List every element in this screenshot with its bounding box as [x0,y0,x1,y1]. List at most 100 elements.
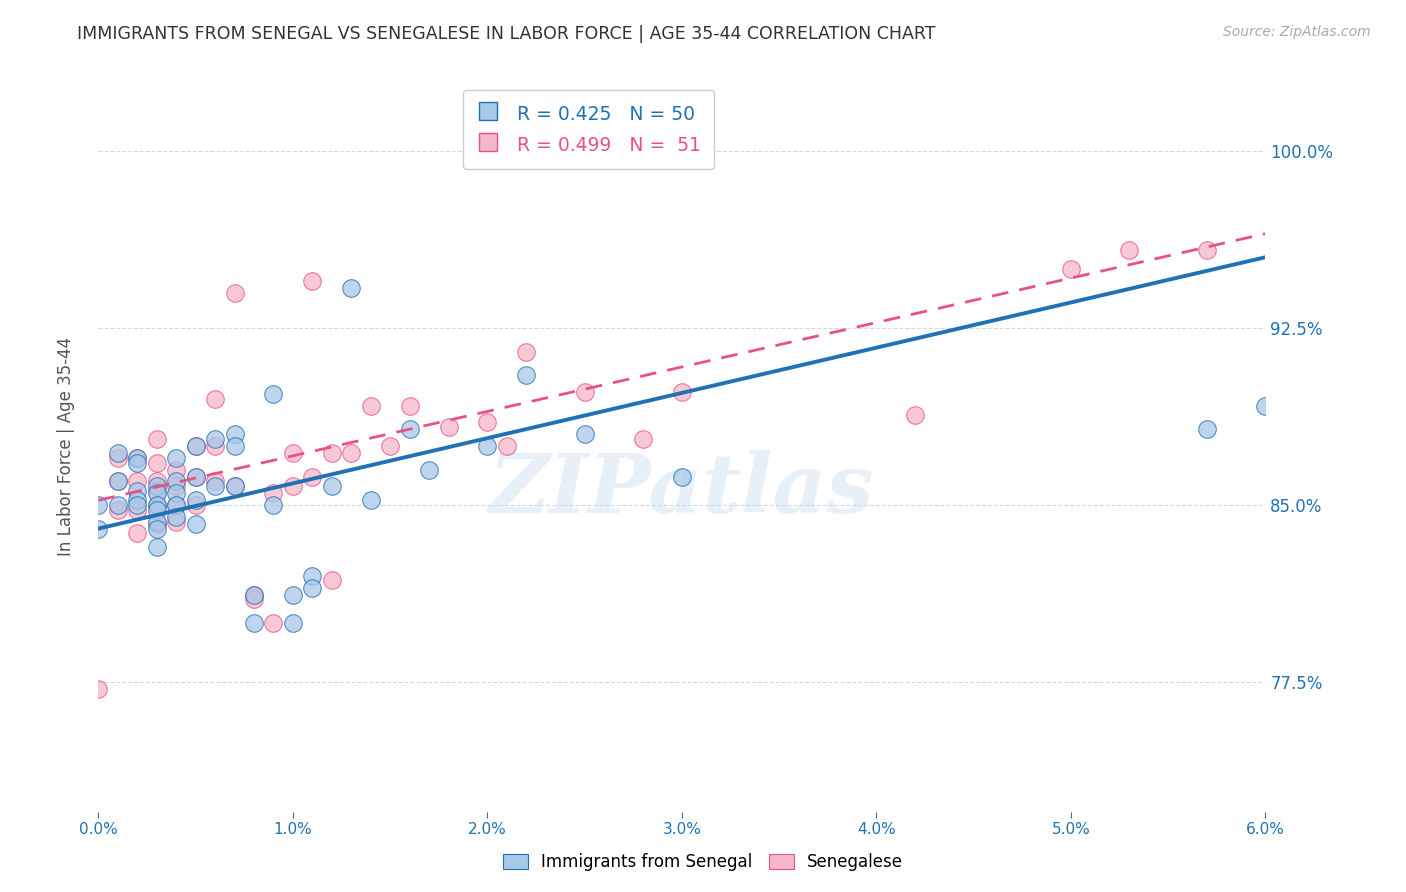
Point [146,486,169,500]
Point [165,498,187,512]
Point [184,493,207,508]
Point [184,439,207,453]
Point [340,446,363,460]
Point [477,439,499,453]
Point [204,432,226,446]
Point [574,384,596,399]
Point [87,681,110,696]
Point [107,450,129,465]
Point [184,469,207,483]
Point [127,475,149,489]
Text: IMMIGRANTS FROM SENEGAL VS SENEGALESE IN LABOR FORCE | AGE 35-44 CORRELATION CHA: IMMIGRANTS FROM SENEGAL VS SENEGALESE IN… [77,25,936,43]
Point [224,479,246,493]
Point [1254,399,1277,413]
Point [340,281,363,295]
Point [165,515,187,529]
Point [146,516,169,531]
Point [165,486,187,500]
Point [146,475,169,489]
Point [127,483,149,498]
Y-axis label: In Labor Force | Age 35-44: In Labor Force | Age 35-44 [56,336,75,556]
Point [127,450,149,465]
Point [281,615,304,630]
Point [165,462,187,476]
Point [1197,422,1219,436]
Text: ZIPatlas: ZIPatlas [489,450,875,530]
Point [204,479,226,493]
Point [262,615,284,630]
Point [301,568,323,582]
Point [1118,243,1140,257]
Point [127,456,149,470]
Point [107,475,129,489]
Point [204,392,226,406]
Point [204,475,226,489]
Point [184,439,207,453]
Point [301,469,323,483]
Point [281,588,304,602]
Point [243,588,266,602]
Point [87,522,110,536]
Point [165,509,187,524]
Point [360,399,382,413]
Point [243,592,266,607]
Point [1197,243,1219,257]
Legend: Immigrants from Senegal, Senegalese: Immigrants from Senegal, Senegalese [495,845,911,880]
Point [184,498,207,512]
Point [496,439,519,453]
Point [281,479,304,493]
Point [127,502,149,516]
Point [262,498,284,512]
Point [146,522,169,536]
Point [574,427,596,442]
Point [631,432,654,446]
Point [243,588,266,602]
Point [398,399,420,413]
Point [165,450,187,465]
Point [262,486,284,500]
Point [146,541,169,555]
Point [146,498,169,512]
Point [224,439,246,453]
Point [127,493,149,508]
Point [87,498,110,512]
Point [127,498,149,512]
Point [904,409,927,423]
Point [107,498,129,512]
Point [321,446,343,460]
Point [1060,262,1083,277]
Point [515,368,537,383]
Point [127,450,149,465]
Point [321,479,343,493]
Point [301,581,323,595]
Point [224,285,246,300]
Point [107,502,129,516]
Point [418,462,440,476]
Point [184,469,207,483]
Point [165,498,187,512]
Point [398,422,420,436]
Point [146,432,169,446]
Point [671,384,693,399]
Point [146,502,169,516]
Point [477,416,499,430]
Point [515,344,537,359]
Point [224,427,246,442]
Point [184,516,207,531]
Point [380,439,402,453]
Point [165,475,187,489]
Point [107,446,129,460]
Legend:   R = 0.425   N = 50,   R = 0.499   N =  51: R = 0.425 N = 50, R = 0.499 N = 51 [464,90,714,169]
Point [437,420,460,434]
Point [146,498,169,512]
Point [146,483,169,498]
Point [360,493,382,508]
Point [165,479,187,493]
Point [321,574,343,588]
Point [127,526,149,541]
Point [146,456,169,470]
Point [224,479,246,493]
Point [146,515,169,529]
Point [301,274,323,288]
Point [146,479,169,493]
